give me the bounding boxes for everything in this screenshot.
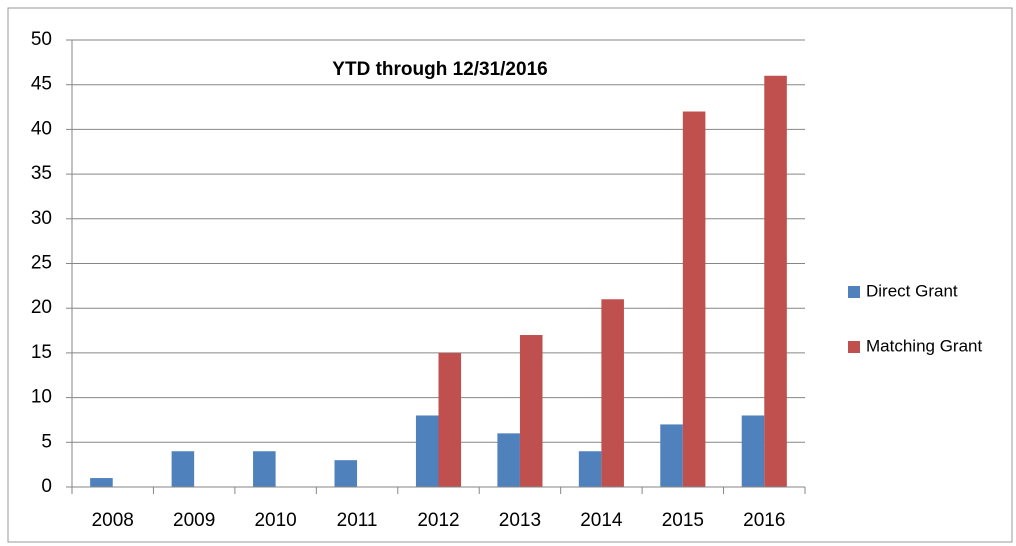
x-tick-label: 2011 (337, 510, 378, 531)
bar (741, 415, 765, 487)
bar (682, 111, 706, 488)
bar (660, 424, 683, 487)
y-tick-label: 40 (31, 118, 52, 139)
bar (90, 478, 113, 487)
y-tick-label: 50 (31, 29, 52, 50)
bar (578, 451, 602, 487)
x-tick-label: 2010 (254, 510, 296, 531)
y-tick-label: 20 (31, 297, 52, 318)
bar (764, 75, 787, 487)
bar (415, 415, 439, 487)
y-tick-label: 5 (41, 431, 52, 452)
y-tick-label: 35 (31, 163, 52, 184)
bar (601, 299, 624, 487)
y-tick-label: 15 (31, 342, 52, 363)
y-tick-label: 30 (31, 208, 52, 229)
bar (519, 335, 543, 487)
x-tick-label: 2013 (499, 510, 541, 531)
legend-label: Direct Grant (866, 281, 958, 300)
bar (171, 451, 195, 487)
y-tick-label: 10 (31, 387, 52, 408)
x-tick-label: 2016 (743, 510, 785, 531)
legend-label: Matching Grant (866, 336, 982, 355)
y-tick-label: 45 (31, 74, 52, 95)
bar (438, 352, 462, 487)
x-tick-label: 2015 (662, 510, 704, 531)
legend-swatch (848, 341, 860, 353)
legend-swatch (848, 286, 860, 298)
y-tick-label: 25 (31, 253, 52, 274)
bar (253, 451, 276, 487)
x-tick-label: 2009 (173, 510, 215, 531)
bar (497, 433, 520, 487)
x-tick-label: 2012 (417, 510, 459, 531)
x-tick-label: 2008 (92, 510, 134, 531)
chart-title: YTD through 12/31/2016 (332, 59, 547, 80)
x-tick-label: 2014 (580, 510, 623, 531)
y-tick-label: 0 (41, 476, 52, 497)
bar (334, 460, 358, 487)
